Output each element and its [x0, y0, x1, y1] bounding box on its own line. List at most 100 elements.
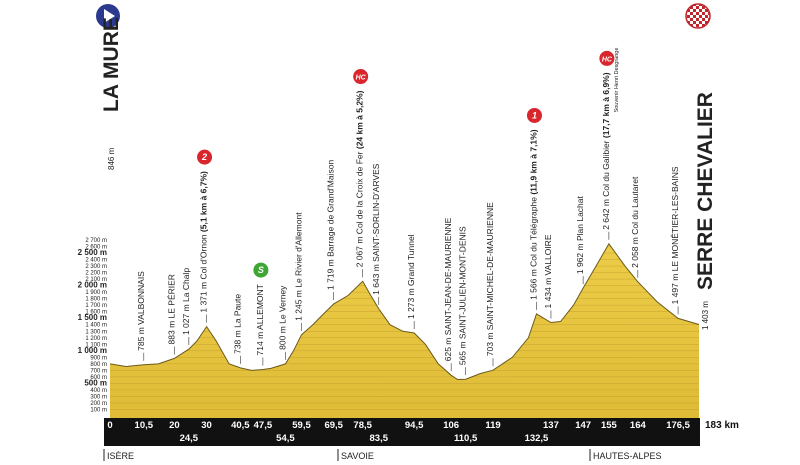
y-tick-label: 2 700 m: [85, 238, 107, 244]
x-tick-label: 110,5: [454, 433, 478, 444]
y-tick-label: 2 300 m: [85, 264, 107, 270]
x-tick-label: 47,5: [254, 420, 273, 431]
x-tick-label: 69,5: [324, 420, 343, 431]
y-tick-label: 1 400 m: [85, 323, 107, 329]
category-badge: [352, 68, 370, 86]
km-band: [104, 418, 700, 446]
climb-detail: (17,7 km à 6,9%): [601, 72, 611, 138]
y-tick-label: 1 500 m: [78, 313, 107, 322]
waypoint-name: 1 245 m Le Rivier d'Allemont: [294, 212, 304, 321]
category-badge: [196, 148, 214, 166]
x-tick-label: 40,5: [231, 420, 250, 431]
y-tick-label: 400 m: [90, 388, 107, 394]
waypoint-label: 2 058 m Col du Lautaret: [630, 176, 640, 268]
waypoint-name: 2 067 m Col de la Croix de Fer: [355, 151, 365, 267]
waypoint-name: 1 962 m Plan Lachat: [575, 195, 585, 274]
start-icon: [96, 4, 120, 28]
x-tick-label: 20: [169, 420, 180, 431]
y-tick-label: 700 m: [90, 368, 107, 374]
y-tick-label: 1 900 m: [85, 290, 107, 296]
category-badge-label: HC: [602, 56, 613, 63]
category-badge: [252, 261, 270, 279]
waypoint-label: 1 371 m Col d'Ornon (5,1 km à 6,7%): [199, 171, 209, 313]
waypoint-name: 714 m ALLEMONT: [255, 284, 265, 355]
waypoint-label: 1 434 m VALLOIRE: [543, 234, 553, 308]
waypoint-label: 2 067 m Col de la Croix de Fer (24 km à …: [355, 90, 365, 267]
regions: ISÈRE SAVOIE HAUTES-ALPES: [103, 449, 662, 461]
waypoint-name: 1 566 m Col du Télégraphe: [528, 197, 538, 300]
category-badge-label: HC: [356, 75, 367, 82]
category-badge-label: 1: [532, 110, 537, 120]
y-tick-label: 1 000 m: [78, 346, 107, 355]
x-tick-label: 24,5: [180, 433, 199, 444]
waypoint-label: 1 643 m SAINT-SORLIN-D'ARVES: [371, 163, 381, 295]
x-tick-label: 59,5: [292, 420, 311, 431]
waypoint-label: 1 719 m Barrage de Grand'Maison: [326, 160, 336, 290]
waypoint-label: 1 245 m Le Rivier d'Allemont: [294, 212, 304, 321]
finish-elevation: 1 403 m: [701, 301, 710, 330]
finish-name: SERRE CHEVALIER: [694, 92, 717, 290]
waypoint-name: 800 m Le Verney: [277, 285, 287, 350]
y-tick-label: 2 400 m: [85, 258, 107, 264]
y-tick-label: 200 m: [90, 401, 107, 407]
y-tick-label: 1 700 m: [85, 303, 107, 309]
category-badge-label: 2: [201, 152, 207, 162]
y-tick-label: 1 300 m: [85, 329, 107, 335]
waypoint-label: 785 m VALBONNAIS: [136, 271, 146, 351]
waypoint-label: 1 027 m La Chalp: [181, 268, 191, 335]
waypoint-name: 1 434 m VALLOIRE: [543, 234, 553, 308]
y-tick-label: 1 800 m: [85, 297, 107, 303]
y-tick-label: 2 600 m: [85, 245, 107, 251]
x-tick-label: 78,5: [353, 420, 372, 431]
y-tick-label: 600 m: [90, 375, 107, 381]
waypoint-name: 1 371 m Col d'Ornon: [199, 234, 209, 312]
climb-detail: (24 km à 5,2%): [355, 90, 365, 149]
y-tick-label: 2 200 m: [85, 271, 107, 277]
x-tick-label: 147: [575, 420, 591, 431]
waypoint-label: 1 273 m Grand Tunnel: [406, 234, 416, 319]
x-tick-label: 54,5: [276, 433, 295, 444]
y-tick-label: 900 m: [90, 355, 107, 361]
x-tick-label: 0: [107, 420, 112, 431]
waypoint-label: 565 m SAINT-JULIEN-MONT-DENIS: [458, 226, 468, 365]
climb-detail: (11,9 km à 7,1%): [528, 129, 538, 194]
waypoint-name: 703 m SAINT-MICHEL-DE-MAURIENNE: [485, 202, 495, 356]
waypoint-label: 1 566 m Col du Télégraphe (11,9 km à 7,1…: [528, 129, 538, 300]
x-tick-label: 164: [630, 420, 647, 431]
waypoint-label: 714 m ALLEMONT: [255, 284, 265, 355]
x-tick-label: 183 km: [705, 420, 739, 431]
y-tick-label: 500 m: [84, 378, 107, 387]
climb-detail: (5,1 km à 6,7%): [199, 171, 209, 232]
waypoint-name: 625 m SAINT-JEAN-DE-MAURIENNE: [443, 217, 453, 361]
waypoint-name: 1 273 m Grand Tunnel: [406, 234, 416, 319]
y-tick-label: 1 100 m: [85, 342, 107, 348]
waypoint-name: 883 m LE PÉRIER: [166, 274, 176, 344]
category-badge-label: S: [258, 265, 264, 275]
start-elevation: 846 m: [107, 147, 116, 170]
waypoint-name: 1 719 m Barrage de Grand'Maison: [326, 160, 336, 290]
profile-line: [109, 242, 700, 381]
waypoint-name: 785 m VALBONNAIS: [136, 271, 146, 351]
y-tick-label: 1 600 m: [85, 310, 107, 316]
x-tick-label: 106: [443, 420, 459, 431]
start-name: LA MURE: [100, 17, 123, 112]
waypoint-name: 1 643 m SAINT-SORLIN-D'ARVES: [371, 163, 381, 295]
waypoint-label: 738 m La Paute: [232, 294, 242, 354]
y-tick-label: 300 m: [90, 394, 107, 400]
waypoint-label: 703 m SAINT-MICHEL-DE-MAURIENNE: [485, 202, 495, 356]
y-tick-label: 800 m: [90, 362, 107, 368]
x-tick-label: 132,5: [525, 433, 549, 444]
region-label: ISÈRE: [107, 451, 134, 461]
y-tick-label: 2 100 m: [85, 277, 107, 283]
waypoint-label: 1 497 m LE MONÊTIER-LES-BAINS: [670, 166, 680, 304]
waypoint-name: 565 m SAINT-JULIEN-MONT-DENIS: [458, 226, 468, 365]
waypoint-name: 2 058 m Col du Lautaret: [630, 176, 640, 268]
waypoint-name: 738 m La Paute: [232, 294, 242, 354]
y-tick-label: 1 200 m: [85, 336, 107, 342]
y-tick-label: 2 000 m: [78, 281, 107, 290]
x-tick-label: 30: [201, 420, 212, 431]
y-tick-label: 100 m: [90, 407, 107, 413]
region-label: SAVOIE: [341, 451, 374, 461]
